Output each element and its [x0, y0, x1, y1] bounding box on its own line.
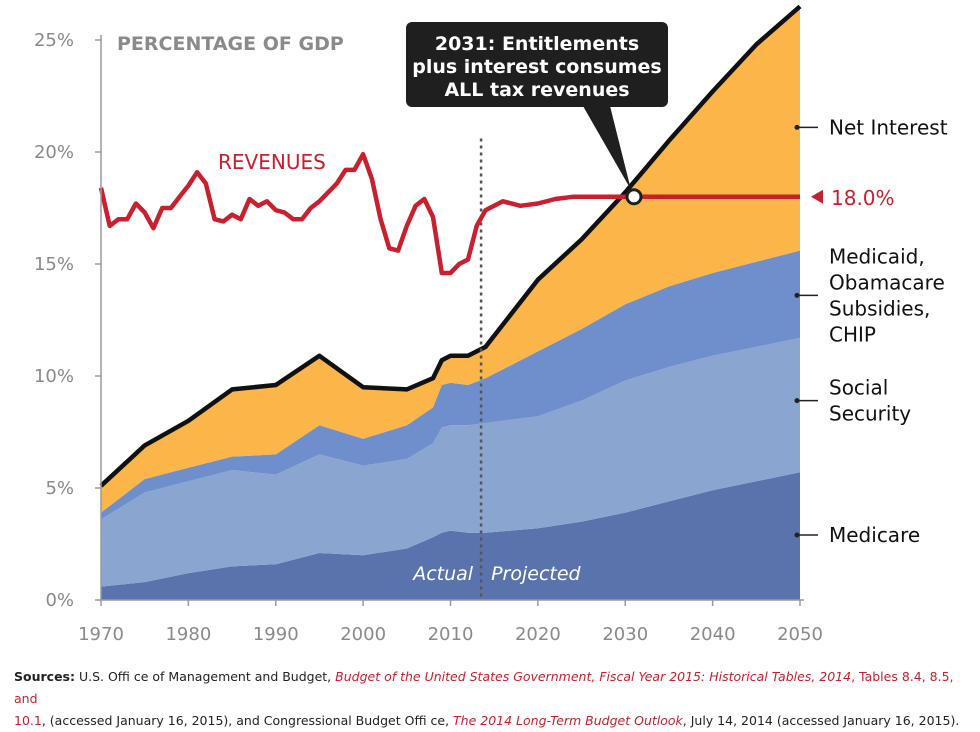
y-tick-label: 20%: [34, 142, 74, 163]
x-tick-label: 1970: [78, 624, 124, 645]
x-tick-label: 2040: [690, 624, 736, 645]
legend-dot: [794, 398, 800, 404]
legend-dot: [794, 124, 800, 130]
crossover-marker: [625, 188, 643, 206]
sources-label: Sources:: [14, 669, 75, 684]
callout-pointer: [583, 106, 631, 190]
series-lines: [98, 4, 802, 600]
total-spending-line: [99, 4, 802, 488]
area-social-security: [101, 337, 800, 587]
legend-label: Medicaid,: [829, 244, 925, 268]
sources-text-5: , July 14, 2014 (accessed January 16, 20…: [682, 713, 960, 728]
x-tick-label: 2050: [777, 624, 823, 645]
x-tick-label: 1990: [253, 624, 299, 645]
sources-note: Sources: U.S. Offi ce of Management and …: [14, 666, 969, 732]
area-medicare: [101, 472, 800, 600]
legend-label: Security: [829, 402, 911, 426]
legend-dot: [794, 532, 800, 538]
sources-text-3: 10.1: [14, 713, 42, 728]
chart-title: PERCENTAGE OF GDP: [117, 33, 344, 55]
sources-link-cbo[interactable]: The 2014 Long-Term Budget Outlook: [453, 713, 683, 728]
legend-label: Obamacare: [829, 270, 945, 294]
callout-box: [406, 22, 668, 107]
entitlements-chart: 1970 1980 1990 2000 2010 2020 2030 2040 2050 0% 5%…: [34, 4, 948, 645]
legend-label: Social: [829, 376, 888, 400]
revenues-label: REVENUES: [218, 150, 326, 174]
legend-label: Subsidies,: [829, 296, 930, 320]
x-tick-label: 2000: [340, 624, 386, 645]
x-tick-label: 2010: [428, 624, 474, 645]
area-medicaid-obamacare-subsidies-chip: [101, 250, 800, 520]
annotations: REVENUES 18.0% Actual Projected Net Interest…: [218, 22, 948, 585]
y-tick-label: 25%: [34, 30, 74, 51]
legend-label: Medicare: [829, 523, 920, 547]
x-tick-label: 2030: [602, 624, 648, 645]
sources-text-4: , (accessed January 16, 2015), and Congr…: [41, 713, 454, 728]
legend-label: Net Interest: [829, 115, 948, 139]
callout-text: 2031: Entitlements: [435, 33, 639, 55]
sources-link-budget[interactable]: Budget of the United States Government, …: [335, 669, 852, 684]
revenues-line: [98, 151, 800, 276]
revenue-value-arrow: [811, 189, 823, 204]
actual-label: Actual: [411, 563, 474, 585]
x-tick-label: 2020: [515, 624, 561, 645]
y-tick-label: 10%: [34, 366, 74, 387]
sources-text-2: , Tables 8.4, 8.5, and: [14, 669, 954, 706]
x-tick-label: 1980: [165, 624, 211, 645]
y-tick-label: 15%: [34, 254, 74, 275]
sources-text-1: U.S. Offi ce of Management and Budget,: [74, 669, 336, 684]
axes: 1970 1980 1990 2000 2010 2020 2030 2040 2050 0% 5%…: [34, 30, 823, 645]
callout-text: plus interest consumes: [412, 56, 662, 78]
y-tick-label: 5%: [45, 478, 74, 499]
revenue-value-label: 18.0%: [831, 186, 895, 210]
legend-label: CHIP: [829, 322, 876, 346]
projected-label: Projected: [491, 563, 581, 585]
y-tick-label: 0%: [45, 590, 74, 611]
callout-text: ALL tax revenues: [444, 79, 629, 101]
legend-dot: [794, 292, 800, 298]
